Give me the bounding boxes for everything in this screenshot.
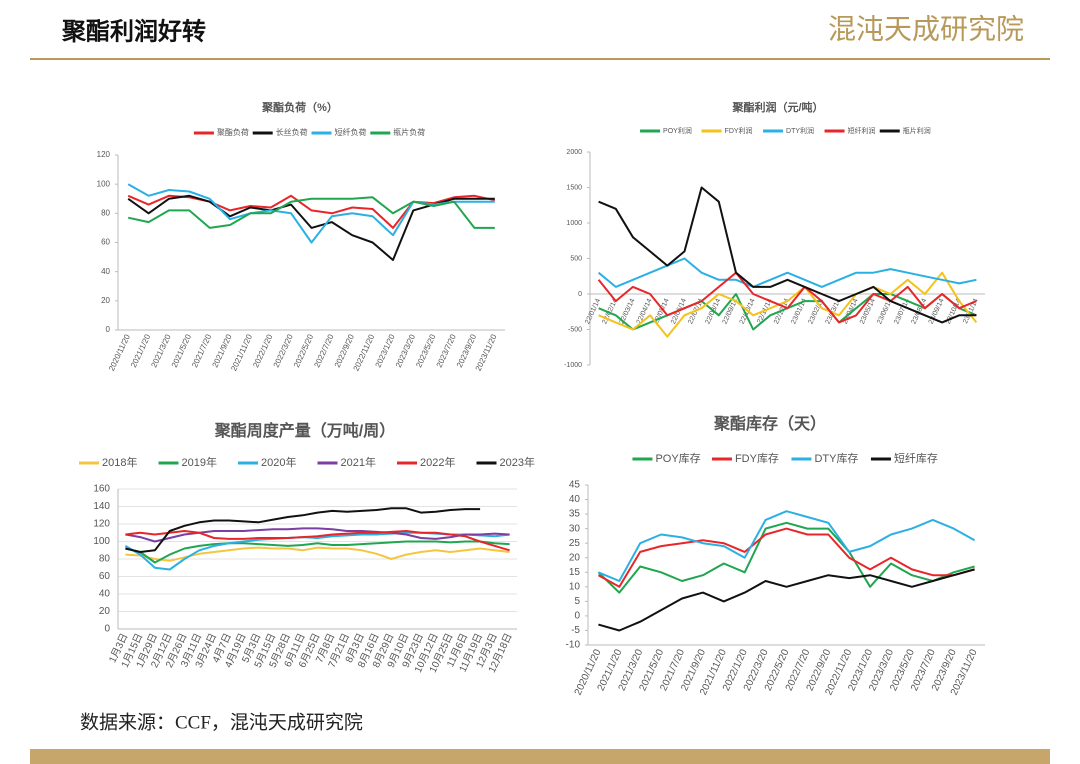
legend-label: 2021年 bbox=[341, 455, 376, 469]
series-line bbox=[125, 530, 510, 552]
x-tick-label: 2022/5/20 bbox=[292, 332, 315, 369]
y-tick-label: 30 bbox=[569, 523, 581, 534]
y-tick-label: 25 bbox=[569, 538, 581, 549]
x-tick-label: 2023/7/20 bbox=[435, 332, 458, 369]
legend-label: 2018年 bbox=[102, 455, 137, 469]
y-tick-label: 0 bbox=[106, 325, 111, 334]
legend-label: 2022年 bbox=[420, 455, 455, 469]
y-tick-label: 10 bbox=[569, 581, 581, 592]
x-tick-label: 2022/3/20 bbox=[272, 332, 295, 369]
x-tick-label: 2021/1/20 bbox=[129, 332, 152, 369]
y-tick-label: 60 bbox=[101, 238, 110, 247]
y-tick-label: 0 bbox=[574, 611, 580, 622]
y-tick-label: -500 bbox=[568, 326, 582, 333]
y-tick-label: 40 bbox=[99, 589, 111, 600]
y-tick-label: 40 bbox=[569, 494, 581, 505]
slide-title: 聚酯利润好转 bbox=[61, 18, 206, 46]
x-tick-label: 2022/9/20 bbox=[333, 332, 356, 369]
x-tick-label: 2021/7/20 bbox=[190, 332, 213, 369]
y-tick-label: 45 bbox=[569, 480, 581, 491]
legend-label: 短纤负荷 bbox=[335, 127, 367, 137]
y-tick-label: 120 bbox=[97, 150, 111, 159]
y-tick-label: 100 bbox=[97, 179, 111, 188]
y-tick-label: 20 bbox=[101, 296, 110, 305]
y-tick-label: 140 bbox=[93, 501, 110, 512]
x-tick-label: 2023/5/20 bbox=[414, 332, 437, 369]
series-line bbox=[127, 183, 495, 244]
legend-label: POY利润 bbox=[663, 126, 692, 135]
y-tick-label: 60 bbox=[99, 571, 111, 582]
x-tick-label: 2023/9/20 bbox=[455, 332, 478, 369]
y-tick-label: 0 bbox=[578, 291, 582, 298]
legend-label: 短纤利润 bbox=[848, 126, 876, 135]
chart-title: 聚酯周度产量（万吨/周） bbox=[214, 421, 395, 440]
series-line bbox=[597, 271, 977, 324]
y-tick-label: 0 bbox=[104, 624, 110, 635]
source: 数据来源：CCF，混沌天成研究院 bbox=[80, 711, 363, 733]
y-tick-label: 80 bbox=[101, 208, 110, 217]
series-line bbox=[597, 521, 975, 594]
brand: 混沌天成研究院 bbox=[828, 13, 1024, 45]
footer-bar bbox=[30, 749, 1050, 764]
x-tick-label: 2023/1/20 bbox=[373, 332, 396, 369]
y-tick-label: 2000 bbox=[566, 149, 582, 156]
y-tick-label: 120 bbox=[93, 519, 110, 530]
x-tick-label: 2022/1/20 bbox=[251, 332, 274, 369]
series-line bbox=[125, 507, 481, 553]
y-tick-label: 1500 bbox=[566, 184, 582, 191]
y-tick-label: 80 bbox=[99, 554, 111, 565]
legend-label: 瓶片负荷 bbox=[393, 127, 425, 137]
y-tick-label: 1000 bbox=[566, 220, 582, 227]
x-tick-label: 2021/9/20 bbox=[211, 332, 234, 369]
legend-label: POY库存 bbox=[655, 451, 700, 465]
y-tick-label: -10 bbox=[566, 640, 581, 651]
x-tick-label: 2021/5/20 bbox=[170, 332, 193, 369]
x-tick-label: 2023/11/20 bbox=[474, 332, 499, 372]
chart-title: 聚酯库存（天） bbox=[713, 414, 826, 433]
series-line bbox=[127, 194, 496, 229]
y-tick-label: 5 bbox=[574, 596, 580, 607]
y-tick-label: 100 bbox=[93, 536, 110, 547]
x-tick-label: 22/03/14 bbox=[619, 298, 637, 326]
y-tick-label: 15 bbox=[569, 567, 581, 578]
series-line bbox=[597, 257, 977, 288]
series-line bbox=[598, 186, 977, 324]
legend-label: DTY库存 bbox=[814, 451, 858, 465]
x-tick-label: 2020/11/20 bbox=[107, 332, 132, 372]
legend-label: 2019年 bbox=[182, 455, 217, 469]
x-tick-label: 2022/7/20 bbox=[312, 332, 335, 369]
legend-label: 瓶片利润 bbox=[903, 126, 931, 135]
y-tick-label: -1000 bbox=[564, 362, 582, 369]
y-tick-label: 160 bbox=[93, 484, 110, 495]
series-line bbox=[598, 271, 978, 338]
series-line bbox=[125, 540, 510, 564]
legend-label: 2023年 bbox=[500, 455, 535, 469]
series-line bbox=[598, 568, 975, 632]
y-tick-label: 20 bbox=[569, 552, 581, 563]
x-tick-label: 2021/3/20 bbox=[149, 332, 172, 369]
series-line bbox=[125, 527, 510, 543]
x-tick-label: 2023/3/20 bbox=[394, 332, 417, 369]
legend-label: 短纤库存 bbox=[894, 451, 938, 465]
series-line bbox=[598, 510, 976, 582]
legend-label: 聚酯负荷 bbox=[217, 127, 249, 137]
x-tick-label: 2021/11/20 bbox=[229, 332, 254, 372]
y-tick-label: 500 bbox=[570, 255, 582, 262]
legend-label: 长丝负荷 bbox=[276, 127, 308, 137]
series-line bbox=[597, 527, 975, 588]
series-line bbox=[127, 196, 495, 229]
x-tick-label: 2022/11/20 bbox=[351, 332, 376, 372]
legend-label: DTY利润 bbox=[786, 126, 814, 135]
y-tick-label: 40 bbox=[101, 267, 110, 276]
y-tick-label: 20 bbox=[99, 606, 111, 617]
legend-label: 2020年 bbox=[261, 455, 296, 469]
x-tick-label: 22/01/14 bbox=[584, 298, 602, 326]
y-tick-label: 35 bbox=[569, 509, 581, 520]
legend-label: FDY库存 bbox=[735, 451, 779, 465]
chart-title: 聚酯利润（元/吨） bbox=[731, 100, 823, 114]
legend-label: FDY利润 bbox=[725, 126, 753, 135]
y-tick-label: -5 bbox=[571, 625, 580, 636]
chart-title: 聚酯负荷（%） bbox=[261, 100, 338, 114]
